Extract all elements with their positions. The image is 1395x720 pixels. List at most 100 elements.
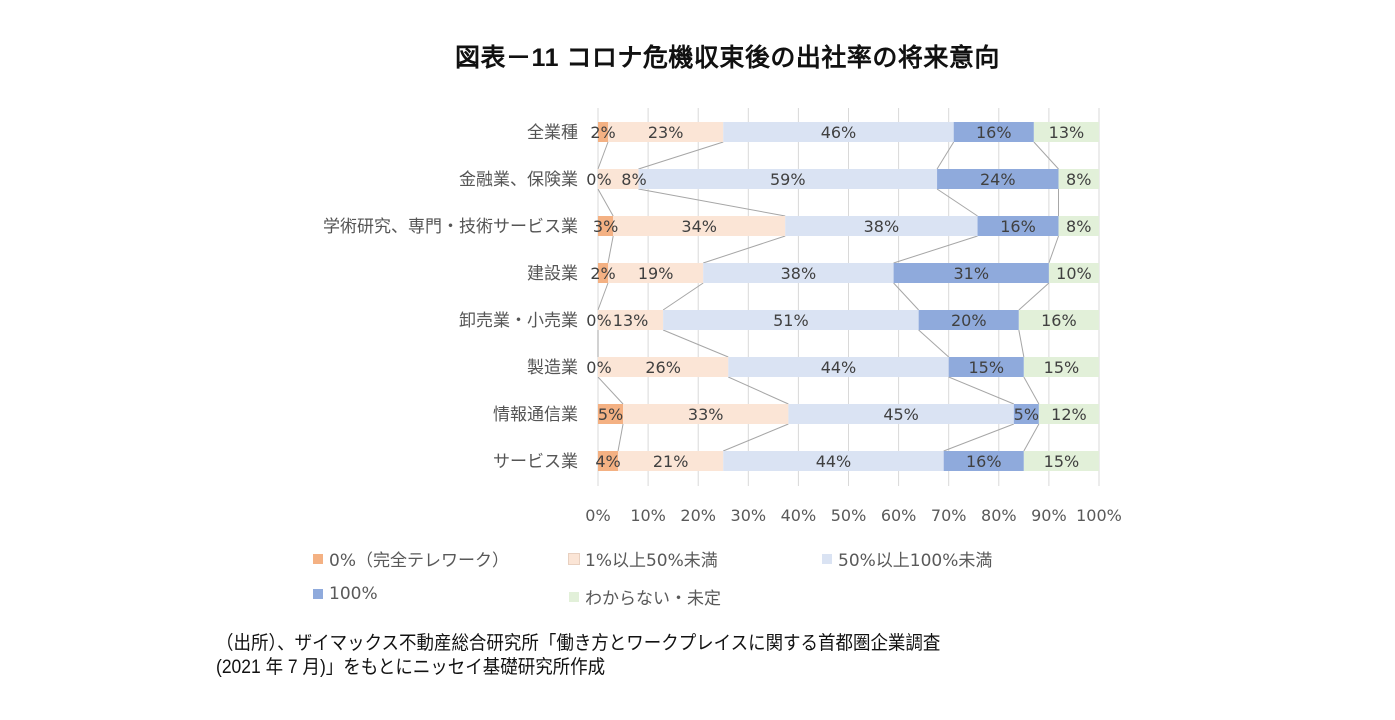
bar-segment xyxy=(1048,263,1099,283)
legend-label-4: わからない・未定 xyxy=(585,589,721,609)
data-label: 16% xyxy=(1000,217,1036,236)
bar-segment xyxy=(785,216,978,236)
bar-segment xyxy=(1013,404,1039,424)
bar-segment xyxy=(943,451,1024,471)
bar-segment xyxy=(608,122,724,142)
series-line xyxy=(617,423,624,452)
bar-segment xyxy=(1058,216,1099,236)
bar-segment xyxy=(1023,451,1099,471)
series-line xyxy=(948,376,1015,405)
source-note-line-2: (2021 年 7 月)」をもとにニッセイ基礎研究所作成 xyxy=(216,657,606,678)
data-label: 12% xyxy=(1051,405,1087,424)
series-line xyxy=(893,282,920,311)
bar-segment xyxy=(1033,122,1099,142)
data-label: 33% xyxy=(688,405,724,424)
bar-segment xyxy=(598,357,729,377)
bar-segment xyxy=(598,404,624,424)
data-label: 44% xyxy=(816,452,852,471)
series-line xyxy=(936,188,978,217)
series-line xyxy=(1023,376,1040,405)
bar-segment xyxy=(893,263,1049,283)
bar-segment xyxy=(598,263,609,283)
series-line xyxy=(607,235,614,264)
data-label: 20% xyxy=(951,311,987,330)
legend-item-3: 100% xyxy=(313,584,378,604)
source-note: （出所）、ザイマックス不動産総合研究所「働き方とワークプレイスに関する首都圏企業… xyxy=(216,632,940,680)
legend-swatch-0 xyxy=(313,553,323,564)
data-label: 59% xyxy=(770,170,806,189)
series-line xyxy=(723,423,789,452)
legend-swatch-2 xyxy=(822,553,832,564)
series-line xyxy=(936,141,955,170)
series-line xyxy=(662,329,729,358)
series-line xyxy=(943,423,1015,452)
x-tick-label: 90% xyxy=(1031,506,1067,525)
bar-segment xyxy=(937,169,1059,189)
data-label: 15% xyxy=(1044,358,1080,377)
bar-segment xyxy=(1038,404,1099,424)
bar-segment xyxy=(918,310,1019,330)
bar-segment xyxy=(623,404,789,424)
bar-segment xyxy=(728,357,949,377)
legend-swatch-4 xyxy=(569,591,579,602)
series-line xyxy=(703,235,786,264)
data-label: 5% xyxy=(598,405,623,424)
series-line xyxy=(638,188,786,217)
legend-label-2: 50%以上100%未満 xyxy=(838,551,993,571)
bar-segment xyxy=(598,310,664,330)
series-line xyxy=(918,329,950,358)
data-label: 16% xyxy=(976,123,1012,142)
data-label: 45% xyxy=(883,405,919,424)
bar-segment xyxy=(598,122,609,142)
bar-segment xyxy=(598,451,619,471)
legend-swatch-3 xyxy=(313,589,323,599)
data-label: 8% xyxy=(621,170,646,189)
legend-label-3: 100% xyxy=(329,584,378,604)
data-label: 51% xyxy=(773,311,809,330)
category-label: 金融業、保険業 xyxy=(459,170,578,190)
series-line xyxy=(1018,282,1050,311)
category-label: 製造業 xyxy=(527,358,578,378)
legend-item-2: 50%以上100%未満 xyxy=(822,546,992,571)
bar-segment xyxy=(948,357,1024,377)
data-label: 4% xyxy=(595,452,620,471)
stacked-bar-chart: 2% 23% 46% 16% 13%0% 8% 59% 24% 8%3% 34% 38% 16% 8%2… xyxy=(323,108,1122,525)
x-tick-label: 0% xyxy=(585,506,610,525)
x-axis-ticks: 0% 10% 20% 30% 40% 50% 60% 70% 80% 90% 100% xyxy=(585,506,1122,525)
x-tick-label: 100% xyxy=(1076,506,1122,525)
data-label: 21% xyxy=(653,452,689,471)
bar-segment xyxy=(1058,169,1099,189)
data-label: 0% xyxy=(586,311,611,330)
bar-segment xyxy=(663,310,919,330)
bar-segment xyxy=(788,404,1014,424)
series-line xyxy=(597,282,609,311)
data-label: 0% xyxy=(586,170,611,189)
data-label: 13% xyxy=(1049,123,1085,142)
bar-segment xyxy=(638,169,938,189)
bar-segment xyxy=(1023,357,1099,377)
series-line xyxy=(728,376,789,405)
bar-segment xyxy=(723,122,954,142)
data-label: 2% xyxy=(590,123,615,142)
series-line xyxy=(662,282,704,311)
bar-segment xyxy=(613,216,786,236)
data-label: 34% xyxy=(681,217,717,236)
x-tick-label: 60% xyxy=(881,506,917,525)
bar-segment xyxy=(703,263,894,283)
chart-title: 図表－11 コロナ危機収束後の出社率の将来意向 xyxy=(455,44,1000,72)
category-label: 全業種 xyxy=(527,123,578,143)
series-line xyxy=(893,235,978,264)
data-label: 44% xyxy=(821,358,857,377)
data-label: 26% xyxy=(645,358,681,377)
data-label: 38% xyxy=(864,217,900,236)
bar-segment xyxy=(977,216,1059,236)
series-line xyxy=(1033,141,1059,170)
series-line xyxy=(597,141,609,170)
data-label: 38% xyxy=(781,264,817,283)
legend-item-0: 0%（完全テレワーク） xyxy=(313,546,509,571)
data-label: 8% xyxy=(1066,217,1091,236)
category-label: 情報通信業 xyxy=(493,405,578,425)
series-line xyxy=(1023,423,1040,452)
data-label: 31% xyxy=(953,264,989,283)
data-label: 46% xyxy=(821,123,857,142)
